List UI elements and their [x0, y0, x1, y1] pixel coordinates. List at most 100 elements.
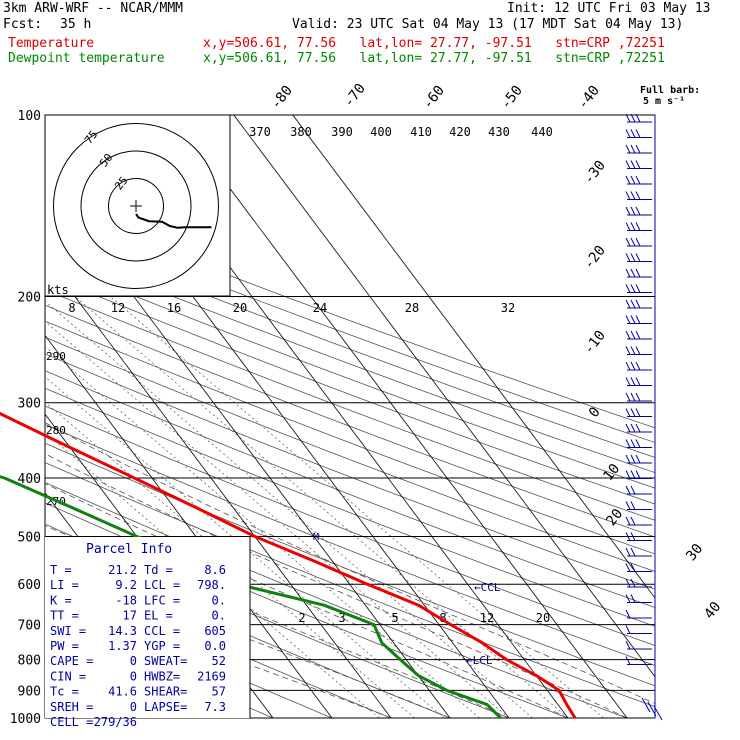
mixing-ratio-line: [110, 296, 604, 718]
wind-barb-feather: [625, 268, 631, 278]
pressure-tick-label: 600: [18, 578, 41, 593]
wind-barb-feather: [625, 609, 631, 619]
wind-barb-feather: [630, 253, 636, 262]
pressure-tick-label: 1000: [10, 712, 41, 727]
mixing-ratio-label: 20: [233, 301, 247, 315]
wind-barb-feather: [625, 191, 631, 200]
wind-barb-feather: [625, 594, 631, 603]
wind-barb-feather: [625, 113, 631, 123]
hodograph-trace: [135, 213, 212, 229]
wind-barb-feather: [630, 501, 636, 510]
wind-barb-feather: [635, 253, 641, 262]
wind-barb-feather: [625, 299, 631, 309]
dry-adiabat: [45, 387, 655, 627]
wind-barb-feather: [635, 160, 641, 169]
wind-barb-feather: [630, 284, 636, 293]
mixing-ratio-label: 16: [167, 301, 181, 315]
marker-label: M: [313, 532, 319, 543]
isotherm-label: 40: [701, 599, 724, 622]
wind-barb-feather: [635, 377, 641, 386]
wind-barb-feather: [625, 206, 631, 216]
lcl-annotation: ←LCL: [466, 654, 493, 667]
wind-barb-feather: [630, 191, 636, 200]
parcel-field-label: SHEAR=: [144, 685, 187, 699]
theta-label: 390: [331, 125, 353, 139]
parcel-field-label: CCL =: [144, 624, 180, 638]
dewpoint-label: Dewpoint temperature: [8, 51, 165, 66]
wind-barb-feather: [635, 299, 641, 309]
dry-adiabat: [45, 353, 655, 590]
wind-barb-feather: [635, 268, 641, 278]
wind-barb-feather: [625, 408, 631, 417]
wind-barb-feather: [625, 315, 631, 324]
parcel-field-label: TT =: [50, 609, 79, 623]
wind-barb-feather: [630, 129, 636, 138]
wind-barb-feather: [635, 284, 641, 293]
parcel-field-value: 41.6: [108, 685, 137, 699]
wind-barb-feather: [630, 485, 636, 495]
mixing-ratio-label: 8: [439, 611, 446, 625]
dry-adiabat: [45, 442, 655, 687]
wind-barb-feather: [630, 361, 636, 371]
mixing-ratio-label: 24: [313, 301, 327, 315]
wind-barb-feather: [630, 516, 636, 526]
theta-label: 370: [249, 125, 271, 139]
wind-barb-feather: [625, 330, 631, 340]
pressure-tick-label: 100: [18, 109, 41, 124]
hodograph-ring-label: 50: [97, 151, 115, 169]
wind-barb-feather: [635, 470, 641, 479]
temperature-label: Temperature: [8, 36, 95, 51]
dry-adiabat: [45, 203, 655, 429]
pressure-tick-label: 700: [18, 619, 41, 634]
parcel-field-value: 14.3: [108, 624, 137, 638]
wind-barb-feather: [635, 361, 641, 371]
theta-label: 440: [531, 125, 553, 139]
wind-barb-feather: [625, 516, 631, 526]
pressure-tick-label: 800: [18, 654, 41, 669]
wind-barb-feather: [625, 284, 631, 293]
barb-key-line2: 5 m s⁻¹: [643, 96, 685, 107]
wind-barb-feather: [635, 439, 641, 448]
wind-barb-feather: [630, 237, 636, 247]
wind-barb-feather: [635, 206, 641, 216]
isotherm: [233, 115, 655, 678]
parcel-field-label: SREH =: [50, 700, 93, 714]
parcel-field-value: 798.: [197, 578, 226, 592]
mixing-ratio-line: [74, 296, 569, 718]
wind-barb-feather: [630, 330, 636, 340]
dry-adiabat: [45, 567, 392, 718]
wind-barb-feather: [625, 470, 631, 479]
hodograph: 25 50 75 kts: [44, 114, 231, 297]
forecast-label: Fcst:: [3, 17, 43, 32]
wind-barb-feather: [625, 253, 631, 262]
mixing-ratio-label: 3: [338, 611, 345, 625]
parcel-field-label: SWI =: [50, 624, 86, 638]
barb-key-line1: Full barb:: [640, 85, 700, 96]
isotherm: [174, 115, 628, 718]
wind-barb-feather: [630, 315, 636, 324]
wind-barb-feather: [630, 206, 636, 216]
hodograph-units-label: kts: [47, 283, 69, 297]
wind-barb-feather: [625, 454, 631, 464]
wind-barb-feather: [630, 144, 636, 154]
wind-barbs: Full barb:5 m s⁻¹: [625, 85, 700, 721]
mixing-ratio-line: [45, 320, 510, 718]
wind-barb-feather: [630, 454, 636, 464]
wind-barb-feather: [635, 330, 641, 340]
mixing-ratio-label: 12: [111, 301, 125, 315]
wind-barb-feather: [630, 470, 636, 479]
isotherm: [292, 115, 655, 599]
wind-barb: [647, 701, 657, 717]
parcel-field-value: 605: [204, 624, 226, 638]
wind-barb-feather: [635, 346, 641, 355]
parcel-field-label: CELL =: [50, 715, 93, 729]
parcel-field-label: LI =: [50, 578, 79, 592]
wind-barb-feather: [625, 160, 631, 169]
parcel-field-label: CIN =: [50, 669, 86, 683]
dry-adiabat: [45, 462, 655, 708]
wind-barb-feather: [635, 454, 641, 464]
theta-label: 280: [46, 424, 66, 437]
mixing-ratio-label: 8: [68, 301, 75, 315]
